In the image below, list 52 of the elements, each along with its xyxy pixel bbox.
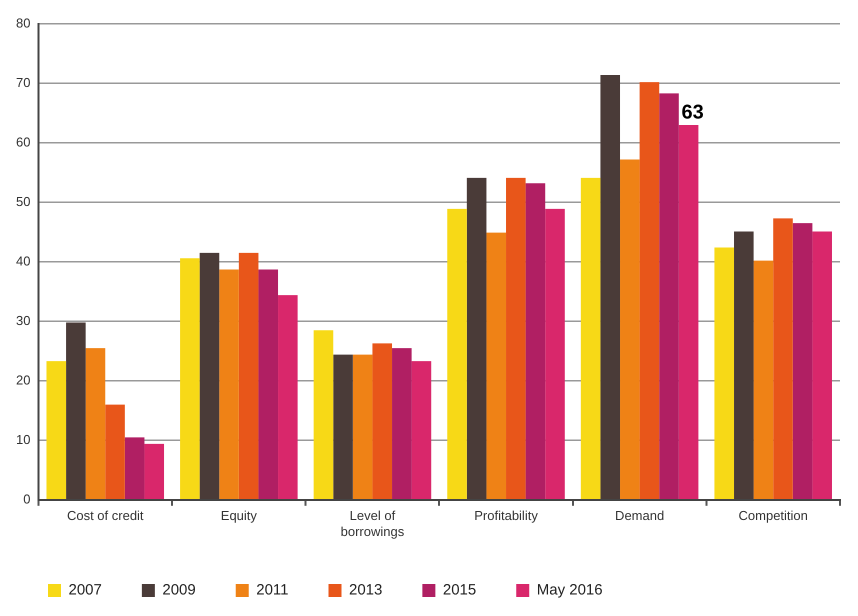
bar <box>278 295 298 500</box>
bar <box>46 361 66 500</box>
bar <box>486 232 506 500</box>
bar <box>580 178 600 500</box>
bar <box>412 361 432 500</box>
y-tick-label: 50 <box>16 194 30 209</box>
bar <box>314 330 334 500</box>
x-tick-label: Cost of credit <box>66 508 144 524</box>
bar <box>754 260 774 500</box>
bar <box>714 248 734 500</box>
x-tick-label: Equity <box>220 508 258 524</box>
x-tick-label: Profitability <box>474 508 538 524</box>
y-tick-label: 10 <box>16 432 30 447</box>
bar <box>545 208 565 500</box>
y-tick-label: 40 <box>16 253 30 268</box>
bar <box>180 258 200 500</box>
legend-label: 2015 <box>442 582 476 599</box>
bar <box>792 223 812 500</box>
bar <box>219 270 239 500</box>
bar <box>773 218 793 500</box>
bar <box>447 208 467 500</box>
x-tick-label: Demand <box>615 508 664 524</box>
legend-label: 2011 <box>256 582 289 599</box>
y-tick-label: 70 <box>16 74 30 90</box>
x-tick-label: Competition <box>738 508 808 524</box>
bar <box>659 93 679 500</box>
legend-label: 2007 <box>68 582 102 599</box>
legend-label: 2009 <box>162 582 196 599</box>
data-label: 63 <box>681 101 704 124</box>
bar <box>258 270 278 500</box>
bar <box>372 343 392 500</box>
legend-label: 2013 <box>348 582 382 599</box>
bar <box>105 404 125 500</box>
bar <box>678 124 698 500</box>
bar <box>238 252 258 500</box>
bar <box>352 354 372 500</box>
bar <box>812 231 832 500</box>
y-tick-label: 60 <box>16 134 30 150</box>
y-tick-label: 30 <box>16 312 30 328</box>
y-tick-label: 80 <box>16 15 30 30</box>
bar <box>124 437 144 500</box>
bar <box>392 348 412 500</box>
bar <box>620 159 640 500</box>
bar <box>144 444 164 500</box>
bar <box>86 348 106 500</box>
y-tick-label: 20 <box>16 372 30 388</box>
x-tick-label: Level of borrowings <box>340 508 405 539</box>
y-tick-label: 0 <box>23 491 30 506</box>
bar <box>640 82 660 500</box>
bar <box>526 183 546 500</box>
bar <box>506 178 526 500</box>
legend-label: May 2016 <box>536 582 603 599</box>
